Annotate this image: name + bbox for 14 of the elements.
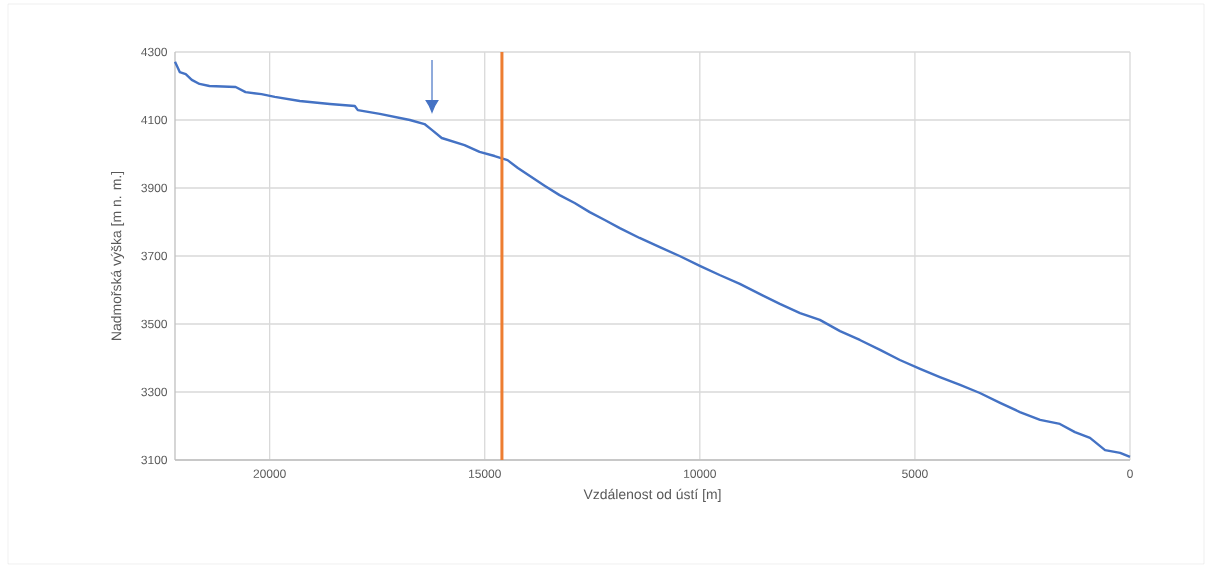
y-tick-label: 3700	[141, 251, 168, 261]
y-axis-title: Nadmořská výška [m n. m.]	[110, 171, 125, 340]
y-tick-label: 3100	[141, 455, 168, 465]
y-tick-label: 3900	[141, 183, 168, 193]
y-tick-label: 4100	[141, 115, 168, 125]
x-tick-label: 0	[1127, 469, 1133, 478]
x-axis-title: Vzdálenost od ústí [m]	[583, 488, 721, 502]
y-tick-label: 3500	[141, 319, 168, 329]
x-tick-label: 5000	[902, 469, 928, 478]
x-tick-label: 15000	[469, 469, 501, 478]
y-tick-label: 3300	[141, 387, 168, 397]
x-tick-label: 20000	[253, 469, 286, 478]
x-tick-label: 10000	[684, 469, 716, 478]
y-tick-label: 4300	[141, 47, 168, 57]
